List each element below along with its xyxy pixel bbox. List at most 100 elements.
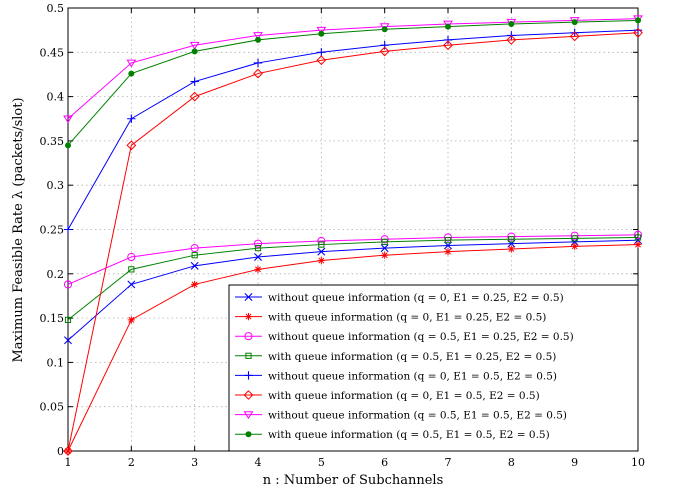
x-tick-label: 8	[508, 456, 515, 469]
data-point	[633, 230, 643, 239]
y-tick-label: 0	[57, 445, 64, 458]
data-point	[634, 240, 642, 249]
data-point	[64, 316, 72, 323]
data-point	[318, 30, 325, 37]
series-2	[64, 240, 642, 455]
legend-item: with queue information (q = 0, E1 = 0.25…	[235, 312, 546, 324]
legend-item: without queue information (q = 0.5, E1 =…	[235, 331, 574, 343]
data-point	[634, 234, 642, 241]
data-point	[316, 26, 327, 35]
data-point	[255, 36, 262, 43]
legend-label: without queue information (q = 0.5, E1 =…	[268, 331, 574, 343]
y-tick-label: 0.45	[40, 46, 65, 59]
data-point	[379, 46, 390, 57]
data-point	[443, 35, 453, 45]
legend-item: with queue information (q = 0, E1 = 0.5,…	[235, 390, 540, 402]
legend-item: with queue information (q = 0.5, E1 = 0.…	[235, 429, 550, 441]
data-point	[254, 245, 262, 252]
data-point	[317, 256, 325, 265]
data-point	[316, 55, 327, 66]
data-point	[443, 40, 453, 51]
data-point	[506, 34, 517, 45]
x-tick-label: 2	[128, 456, 135, 469]
legend-label: with queue information (q = 0.5, E1 = 0.…	[268, 351, 556, 363]
legend-marker	[243, 390, 254, 400]
data-point	[318, 241, 325, 248]
x-tick-label: 9	[571, 456, 578, 469]
y-tick-label: 0.1	[47, 356, 65, 369]
data-point	[65, 142, 72, 149]
data-point	[189, 91, 200, 102]
data-point	[507, 232, 516, 241]
legend-item: without queue information (q = 0, E1 = 0…	[235, 292, 564, 304]
series-6	[63, 27, 643, 456]
series-line	[67, 244, 639, 452]
data-point	[444, 237, 452, 244]
series-line	[67, 234, 639, 285]
legend-item: with queue information (q = 0.5, E1 = 0.…	[235, 351, 556, 363]
y-tick-label: 0.35	[40, 135, 65, 148]
data-point	[191, 48, 198, 55]
data-point	[380, 244, 389, 253]
data-point	[443, 233, 453, 242]
series-line	[67, 239, 639, 341]
y-tick-label: 0.05	[40, 401, 65, 414]
x-axis-title: n : Number of Subchannels	[263, 473, 444, 488]
data-point	[253, 239, 263, 248]
y-tick-label: 0.2	[47, 268, 65, 281]
series-line	[67, 236, 639, 321]
data-point	[126, 59, 137, 68]
y-tick-label: 0.4	[47, 91, 65, 104]
legend-label: with queue information (q = 0.5, E1 = 0.…	[268, 429, 550, 441]
legend-marker	[244, 293, 253, 301]
legend-label: without queue information (q = 0, E1 = 0…	[268, 292, 564, 304]
x-tick-label: 1	[65, 456, 72, 469]
series-line	[67, 18, 639, 120]
legend: without queue information (q = 0, E1 = 0…	[228, 284, 639, 452]
data-point	[444, 248, 452, 256]
data-point	[191, 252, 198, 259]
data-point	[190, 261, 199, 270]
data-point	[127, 252, 136, 262]
legend-marker	[244, 371, 253, 380]
data-point	[63, 280, 73, 289]
data-point	[191, 280, 199, 289]
data-point	[253, 58, 263, 68]
data-point	[569, 31, 580, 42]
data-point	[379, 23, 390, 32]
data-point	[571, 235, 578, 242]
data-point	[381, 251, 389, 259]
x-tick-label: 7	[445, 456, 452, 469]
legend-box	[228, 284, 639, 452]
legend-item: without queue information (q = 0.5, E1 =…	[235, 410, 567, 422]
series-5	[63, 25, 643, 234]
data-point	[127, 280, 136, 289]
legend-marker	[243, 411, 254, 420]
data-point	[127, 316, 135, 324]
series-8	[65, 17, 641, 149]
y-axis-title: Maximum Feasible Rate λ (packets/slot)	[11, 97, 26, 362]
data-point	[254, 252, 262, 261]
data-point	[189, 41, 200, 50]
data-point	[444, 23, 451, 30]
data-point	[570, 231, 579, 240]
data-point	[381, 26, 388, 33]
data-point	[571, 19, 578, 26]
series-3	[63, 230, 643, 289]
legend-label: with queue information (q = 0, E1 = 0.5,…	[268, 390, 540, 402]
data-point	[508, 20, 515, 27]
data-point	[380, 41, 389, 50]
data-point	[508, 236, 515, 243]
data-point	[254, 265, 262, 273]
legend-label: with queue information (q = 0, E1 = 0.25…	[268, 312, 546, 324]
x-tick-label: 6	[381, 456, 388, 469]
series-lines	[63, 15, 643, 456]
data-point	[127, 114, 136, 123]
data-point	[380, 235, 389, 244]
data-point	[128, 70, 135, 77]
legend-label: without queue information (q = 0, E1 = 0…	[268, 370, 557, 382]
series-line	[67, 29, 639, 230]
y-tick-label: 0.15	[40, 312, 65, 325]
